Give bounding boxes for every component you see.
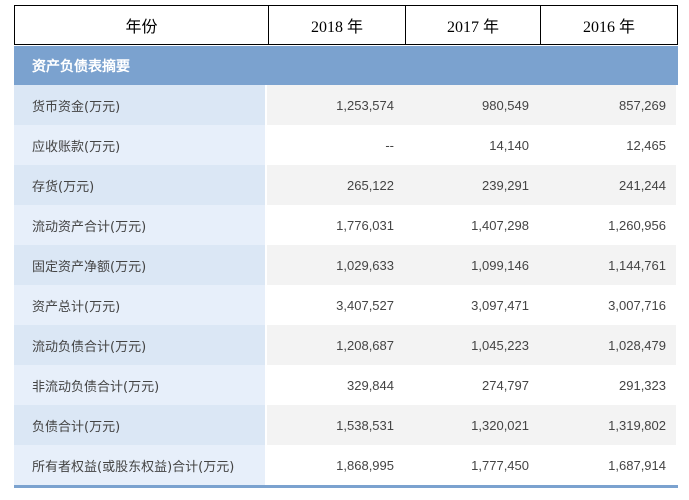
table-row: 货币资金(万元) 1,253,574 980,549 857,269: [14, 85, 678, 125]
row-value: 1,538,531: [267, 405, 404, 445]
row-value: 1,319,802: [539, 405, 676, 445]
table-row: 应收账款(万元) -- 14,140 12,465: [14, 125, 678, 165]
row-value: 1,253,574: [267, 85, 404, 125]
row-value: 1,045,223: [404, 325, 539, 365]
table-row: 流动资产合计(万元) 1,776,031 1,407,298 1,260,956: [14, 205, 678, 245]
table-header: 年份 2018 年 2017 年 2016 年: [14, 5, 678, 45]
row-label: 固定资产净额(万元): [14, 245, 267, 285]
balance-sheet-table: 年份 2018 年 2017 年 2016 年 资产负债表摘要 货币资金(万元)…: [14, 5, 678, 488]
table-row: 非流动负债合计(万元) 329,844 274,797 291,323: [14, 365, 678, 405]
table-row: 流动负债合计(万元) 1,208,687 1,045,223 1,028,479: [14, 325, 678, 365]
row-label: 货币资金(万元): [14, 85, 267, 125]
row-value: 1,868,995: [267, 445, 404, 485]
row-value: 239,291: [404, 165, 539, 205]
row-label: 流动负债合计(万元): [14, 325, 267, 365]
row-value: 857,269: [539, 85, 676, 125]
table-bottom-border: [14, 485, 678, 488]
row-label: 所有者权益(或股东权益)合计(万元): [14, 445, 267, 485]
row-value: 1,687,914: [539, 445, 676, 485]
table-row: 资产总计(万元) 3,407,527 3,097,471 3,007,716: [14, 285, 678, 325]
row-value: 1,320,021: [404, 405, 539, 445]
row-value: 3,407,527: [267, 285, 404, 325]
row-value: 14,140: [404, 125, 539, 165]
row-value: 3,007,716: [539, 285, 676, 325]
header-year-2016: 2016 年: [540, 6, 677, 44]
row-value: 12,465: [539, 125, 676, 165]
row-value: 1,144,761: [539, 245, 676, 285]
table-body: 货币资金(万元) 1,253,574 980,549 857,269 应收账款(万元) -…: [14, 85, 678, 485]
row-label: 资产总计(万元): [14, 285, 267, 325]
row-value: 274,797: [404, 365, 539, 405]
row-label: 负债合计(万元): [14, 405, 267, 445]
row-label: 应收账款(万元): [14, 125, 267, 165]
row-value: 1,028,479: [539, 325, 676, 365]
section-title: 资产负债表摘要: [14, 45, 678, 85]
header-year-2018: 2018 年: [268, 6, 405, 44]
row-value: 329,844: [267, 365, 404, 405]
row-label: 存货(万元): [14, 165, 267, 205]
header-year-label: 年份: [125, 19, 158, 36]
row-value: 1,776,031: [267, 205, 404, 245]
header-year-2017: 2017 年: [405, 6, 540, 44]
row-value: 1,029,633: [267, 245, 404, 285]
row-value: 980,549: [404, 85, 539, 125]
row-label: 非流动负债合计(万元): [14, 365, 267, 405]
row-label: 流动资产合计(万元): [14, 205, 267, 245]
row-value: 1,208,687: [267, 325, 404, 365]
row-value: 1,407,298: [404, 205, 539, 245]
row-value: 265,122: [267, 165, 404, 205]
row-value: 291,323: [539, 365, 676, 405]
table-row: 固定资产净额(万元) 1,029,633 1,099,146 1,144,761: [14, 245, 678, 285]
row-value: --: [267, 125, 404, 165]
row-value: 3,097,471: [404, 285, 539, 325]
row-value: 1,777,450: [404, 445, 539, 485]
row-value: 1,099,146: [404, 245, 539, 285]
table-row: 所有者权益(或股东权益)合计(万元) 1,868,995 1,777,450 1,68…: [14, 445, 678, 485]
row-value: 1,260,956: [539, 205, 676, 245]
row-value: 241,244: [539, 165, 676, 205]
table-row: 负债合计(万元) 1,538,531 1,320,021 1,319,802: [14, 405, 678, 445]
table-row: 存货(万元) 265,122 239,291 241,244: [14, 165, 678, 205]
